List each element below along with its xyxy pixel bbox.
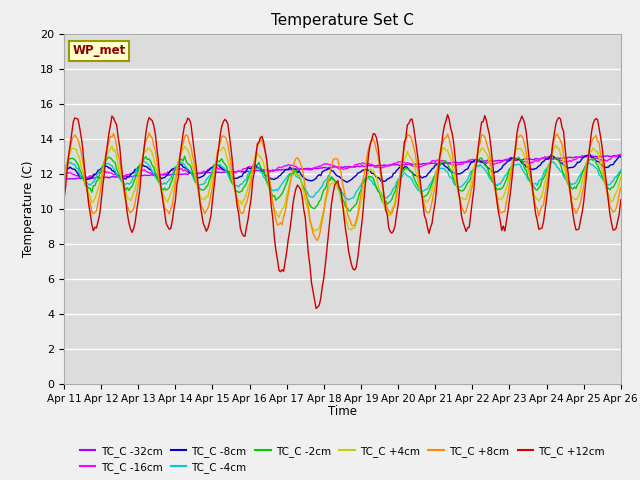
TC_C +4cm: [397, 170, 405, 176]
TC_C +8cm: [60, 180, 68, 186]
TC_C +8cm: [76, 142, 83, 148]
TC_C -2cm: [164, 186, 172, 192]
TC_C -16cm: [82, 175, 90, 180]
TC_C -4cm: [60, 166, 68, 171]
TC_C +12cm: [552, 121, 559, 127]
Line: TC_C +4cm: TC_C +4cm: [64, 145, 621, 231]
TC_C -16cm: [379, 165, 387, 170]
TC_C +12cm: [379, 181, 387, 187]
Line: TC_C -16cm: TC_C -16cm: [64, 155, 621, 178]
TC_C +8cm: [314, 237, 321, 243]
TC_C -4cm: [552, 162, 559, 168]
TC_C +4cm: [310, 228, 318, 234]
TC_C +4cm: [617, 174, 625, 180]
TC_C -8cm: [164, 172, 172, 178]
TC_C -16cm: [550, 156, 558, 161]
TC_C +8cm: [617, 185, 625, 191]
TC_C +4cm: [76, 155, 83, 161]
TC_C +12cm: [444, 112, 451, 118]
TC_C -32cm: [550, 155, 558, 161]
TC_C +12cm: [312, 306, 320, 312]
Line: TC_C -8cm: TC_C -8cm: [64, 155, 621, 182]
TC_C -4cm: [165, 177, 173, 183]
TC_C -2cm: [617, 169, 625, 175]
TC_C +8cm: [552, 132, 559, 138]
X-axis label: Time: Time: [328, 405, 357, 418]
Text: WP_met: WP_met: [72, 44, 125, 57]
TC_C +12cm: [60, 197, 68, 203]
TC_C -16cm: [617, 152, 625, 157]
TC_C -2cm: [346, 208, 354, 214]
TC_C -4cm: [76, 170, 83, 176]
Y-axis label: Temperature (C): Temperature (C): [22, 160, 35, 257]
TC_C -8cm: [410, 172, 417, 178]
TC_C -16cm: [410, 164, 417, 169]
TC_C -32cm: [410, 161, 417, 167]
TC_C +8cm: [145, 130, 153, 136]
TC_C -32cm: [617, 152, 625, 158]
TC_C -8cm: [586, 152, 594, 157]
Line: TC_C -32cm: TC_C -32cm: [64, 155, 621, 180]
TC_C +4cm: [410, 160, 417, 166]
Legend: TC_C -32cm, TC_C -16cm, TC_C -8cm, TC_C -4cm, TC_C -2cm, TC_C +4cm, TC_C +8cm, T: TC_C -32cm, TC_C -16cm, TC_C -8cm, TC_C …: [76, 442, 609, 477]
TC_C +12cm: [617, 197, 625, 203]
TC_C -32cm: [165, 172, 173, 178]
TC_C -8cm: [379, 178, 387, 184]
TC_C +12cm: [76, 124, 83, 130]
TC_C -8cm: [60, 168, 68, 173]
TC_C -4cm: [380, 194, 388, 200]
TC_C +12cm: [410, 124, 417, 130]
Line: TC_C +8cm: TC_C +8cm: [64, 133, 621, 240]
TC_C -16cm: [397, 159, 405, 165]
TC_C -8cm: [76, 173, 83, 179]
TC_C -16cm: [165, 169, 173, 175]
TC_C -8cm: [617, 154, 625, 160]
TC_C -2cm: [399, 169, 406, 175]
TC_C -8cm: [343, 180, 351, 185]
TC_C +8cm: [399, 153, 406, 159]
TC_C -2cm: [412, 178, 419, 184]
TC_C -32cm: [379, 163, 387, 168]
TC_C +12cm: [397, 173, 405, 179]
TC_C -4cm: [399, 172, 406, 178]
TC_C -32cm: [63, 177, 71, 182]
TC_C -8cm: [397, 166, 405, 171]
TC_C +12cm: [164, 224, 172, 229]
TC_C -4cm: [412, 183, 419, 189]
Line: TC_C +12cm: TC_C +12cm: [64, 115, 621, 309]
TC_C +4cm: [550, 145, 558, 151]
TC_C -2cm: [380, 199, 388, 204]
Line: TC_C -4cm: TC_C -4cm: [64, 161, 621, 200]
TC_C -4cm: [617, 168, 625, 173]
Line: TC_C -2cm: TC_C -2cm: [64, 156, 621, 211]
TC_C +4cm: [60, 175, 68, 181]
TC_C -2cm: [76, 166, 83, 171]
TC_C -4cm: [141, 158, 148, 164]
TC_C -2cm: [180, 153, 188, 159]
TC_C -16cm: [60, 170, 68, 176]
TC_C -4cm: [345, 197, 353, 203]
Title: Temperature Set C: Temperature Set C: [271, 13, 414, 28]
TC_C -2cm: [552, 155, 559, 161]
TC_C -32cm: [397, 162, 405, 168]
TC_C +8cm: [165, 211, 173, 216]
TC_C +4cm: [379, 196, 387, 202]
TC_C +8cm: [380, 194, 388, 200]
TC_C -32cm: [77, 176, 85, 181]
TC_C -2cm: [60, 166, 68, 171]
TC_C +8cm: [412, 149, 419, 155]
TC_C -8cm: [550, 155, 558, 160]
TC_C +4cm: [552, 143, 559, 148]
TC_C -32cm: [60, 176, 68, 182]
TC_C -16cm: [76, 175, 83, 180]
TC_C +4cm: [164, 199, 172, 205]
